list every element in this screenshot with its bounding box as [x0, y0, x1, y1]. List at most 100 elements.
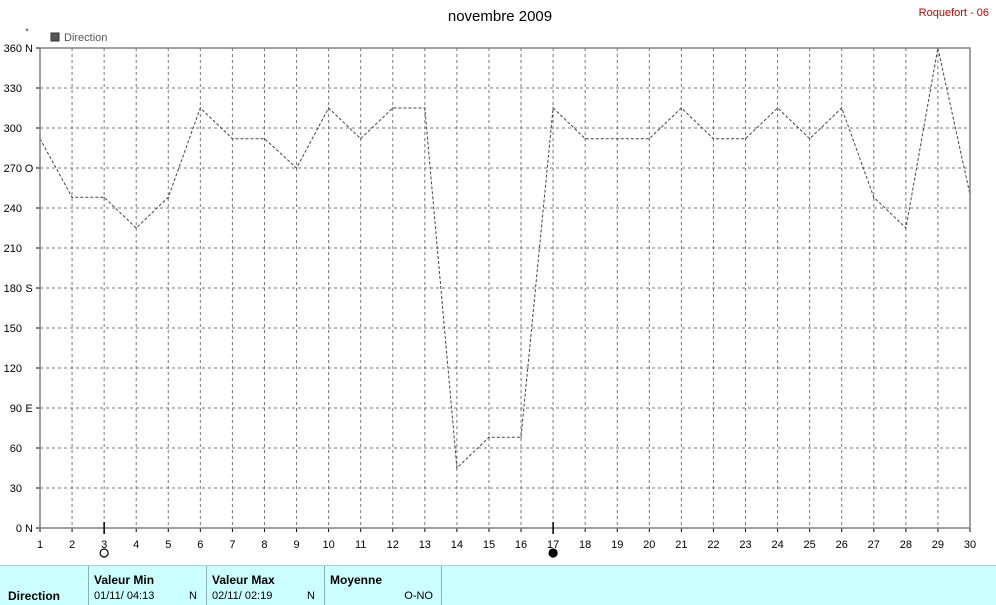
stats-max-direction: N: [307, 590, 315, 602]
stats-max-header: Valeur Max: [212, 573, 275, 587]
x-tick-label: 23: [739, 539, 751, 551]
x-tick-label: 30: [964, 539, 976, 551]
y-tick-label: 120: [4, 363, 22, 375]
legend: Direction: [50, 32, 107, 44]
direction-point: [648, 138, 650, 140]
y-tick-label: 300: [4, 123, 22, 135]
direction-point: [263, 138, 266, 140]
direction-point: [328, 107, 330, 109]
x-tick-label: 12: [387, 539, 399, 551]
direction-point: [712, 138, 715, 140]
x-tick-label: 9: [293, 539, 299, 551]
stats-max-cell: Valeur Max 02/11/ 02:19 N: [207, 566, 325, 605]
x-tick-label: 19: [611, 539, 623, 551]
y-tick-label: 90: [10, 403, 22, 415]
direction-point: [199, 107, 201, 109]
stats-min-value: 01/11/ 04:13: [94, 590, 155, 602]
direction-point: [456, 467, 458, 469]
x-tick-label: 27: [868, 539, 880, 551]
direction-point: [776, 107, 779, 109]
x-tick-label: 25: [804, 539, 816, 551]
legend-swatch: [50, 32, 60, 42]
axis-layer: 1 2 3 4 5 6 7 8 9 10 11 12 13 14 15 16 17 18 19 20 21 22 23 24 2…: [4, 43, 976, 558]
x-tick-label: 2: [69, 539, 75, 551]
stats-avg-value: O-NO: [404, 590, 433, 602]
y-compass-label: N: [25, 43, 33, 55]
direction-point: [103, 196, 105, 198]
y-tick-label: 180: [4, 283, 22, 295]
y-tick-label: 150: [4, 323, 22, 335]
direction-point: [392, 107, 394, 109]
y-compass-label: O: [25, 163, 34, 175]
direction-point: [584, 138, 586, 140]
y-tick-label: 210: [4, 243, 22, 255]
direction-point: [616, 138, 618, 140]
unit-label: °: [25, 27, 29, 37]
y-compass-label: E: [25, 403, 32, 415]
min-marker-circle: [99, 548, 109, 558]
max-marker-circle: [548, 548, 558, 558]
y-compass-label: S: [25, 283, 32, 295]
direction-point: [135, 227, 137, 229]
direction-point: [905, 227, 907, 229]
stats-row-label: Direction: [8, 589, 61, 603]
x-tick-label: 7: [229, 539, 235, 551]
x-tick-label: 13: [419, 539, 431, 551]
x-tick-label: 14: [451, 539, 463, 551]
stats-max-value: 02/11/ 02:19: [212, 590, 273, 602]
direction-point: [520, 436, 522, 438]
direction-point: [841, 107, 843, 109]
legend-label: Direction: [64, 32, 107, 44]
direction-point: [424, 107, 426, 109]
x-tick-label: 16: [515, 539, 527, 551]
stats-row-label-cell: Direction: [0, 566, 89, 605]
y-tick-label: 360: [4, 43, 22, 55]
stats-bar: Direction Valeur Min 01/11/ 04:13 N Vale…: [0, 565, 996, 605]
direction-series-line: [39, 47, 971, 470]
x-tick-label: 8: [261, 539, 267, 551]
y-tick-label: 60: [10, 443, 22, 455]
y-tick-label: 240: [4, 203, 22, 215]
stats-avg-cell: Moyenne O-NO: [325, 566, 442, 605]
direction-point: [295, 167, 298, 169]
y-tick-label: 0: [16, 523, 22, 535]
x-tick-label: 11: [355, 539, 366, 551]
direction-point: [744, 138, 747, 140]
y-tick-label: 330: [4, 83, 22, 95]
y-tick-label: 30: [10, 483, 22, 495]
x-tick-label: 4: [133, 539, 139, 551]
stats-min-cell: Valeur Min 01/11/ 04:13 N: [89, 566, 207, 605]
marks-layer: [39, 47, 971, 470]
x-tick-label: 15: [483, 539, 495, 551]
x-tick-label: 17: [547, 539, 559, 551]
direction-point: [809, 138, 811, 140]
direction-point: [71, 196, 73, 198]
direction-point: [873, 196, 875, 198]
x-tick-label: 24: [771, 539, 783, 551]
chart-title: novembre 2009: [448, 8, 552, 25]
x-tick-label: 6: [197, 539, 203, 551]
x-tick-label: 20: [643, 539, 655, 551]
y-compass-label: N: [25, 523, 33, 535]
direction-chart: novembre 2009 Roquefort - 06 ° Direction…: [4, 7, 989, 558]
direction-point: [360, 138, 362, 140]
direction-point: [231, 138, 234, 140]
x-tick-label: 5: [165, 539, 171, 551]
x-tick-label: 26: [836, 539, 848, 551]
stats-min-header: Valeur Min: [94, 573, 155, 587]
direction-point: [552, 107, 554, 109]
x-tick-label: 21: [675, 539, 687, 551]
grid-layer: [40, 48, 970, 528]
x-tick-label: 28: [900, 539, 912, 551]
x-tick-label: 29: [932, 539, 944, 551]
stats-min-direction: N: [189, 590, 197, 602]
x-tick-label: 22: [707, 539, 719, 551]
x-tick-label: 18: [579, 539, 591, 551]
stats-avg-header: Moyenne: [330, 573, 383, 587]
station-label: Roquefort - 06: [919, 7, 989, 19]
plot-frame: [39, 47, 971, 529]
direction-point: [488, 436, 490, 438]
x-tick-label: 3: [101, 539, 107, 551]
x-tick-label: 1: [37, 539, 43, 551]
